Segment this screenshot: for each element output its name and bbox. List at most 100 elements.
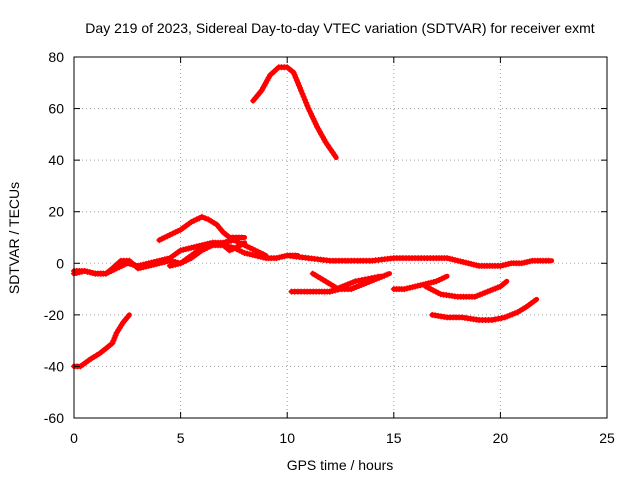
axis-ticks: 0 5 10 15 20 25 -60 -40 -20 0 20 40 60 80 (44, 49, 615, 446)
data-point (238, 248, 245, 255)
data-point (299, 90, 306, 97)
x-tick-label: 5 (177, 430, 185, 446)
data-point (331, 152, 338, 158)
data-point (497, 262, 504, 269)
data-point (190, 217, 197, 224)
data-point (441, 274, 448, 281)
series-arc-4 (156, 213, 248, 244)
data-point (246, 244, 253, 251)
data-series-group (71, 64, 555, 370)
data-point (300, 93, 307, 100)
y-tick-label: 80 (48, 49, 64, 65)
data-point (166, 231, 173, 238)
data-point (293, 77, 300, 84)
x-tick-label: 0 (70, 430, 78, 446)
data-point (492, 316, 499, 323)
data-point (113, 265, 120, 272)
data-point (81, 268, 88, 274)
y-tick-label: 0 (56, 255, 64, 271)
data-point (166, 262, 173, 269)
data-point (297, 84, 303, 91)
data-point (498, 315, 505, 322)
data-point (73, 270, 80, 276)
data-point (468, 260, 475, 267)
data-point (384, 271, 390, 278)
data-point (526, 258, 533, 265)
data-point (169, 230, 176, 237)
series-arc-1 (71, 312, 132, 370)
data-point (161, 234, 168, 241)
y-tick-label: 40 (48, 152, 64, 168)
data-point (298, 87, 305, 94)
data-point (365, 275, 372, 282)
data-point (198, 213, 205, 220)
data-point (158, 235, 165, 242)
data-point (371, 274, 378, 281)
data-point (449, 256, 456, 263)
chart-title: Day 219 of 2023, Sidereal Day-to-day VTE… (85, 20, 594, 36)
data-point (238, 234, 245, 241)
grid-lines (74, 57, 607, 418)
series-arc-3 (71, 237, 269, 277)
series-arc-5 (166, 239, 248, 269)
data-point (502, 261, 509, 268)
data-point (308, 110, 314, 117)
data-point (79, 268, 85, 275)
data-point (121, 261, 128, 268)
data-point (198, 244, 205, 251)
x-tick-label: 20 (493, 430, 509, 446)
data-point (276, 254, 283, 261)
data-point (229, 246, 236, 253)
data-point (116, 264, 123, 271)
data-point (153, 258, 160, 265)
data-point (433, 278, 440, 285)
data-point (87, 269, 93, 276)
data-point (140, 261, 147, 268)
data-point (174, 228, 181, 235)
series-arc-12 (422, 278, 510, 300)
series-arc-11 (390, 273, 450, 293)
data-point (260, 251, 267, 258)
data-point (501, 280, 508, 287)
data-point (355, 277, 362, 284)
data-point (206, 240, 213, 247)
data-point (252, 247, 259, 254)
data-point (244, 250, 251, 257)
x-tick-label: 25 (599, 430, 615, 446)
data-point (158, 257, 165, 264)
y-tick-label: 20 (48, 204, 64, 220)
y-tick-label: 60 (48, 101, 64, 117)
data-point (201, 243, 208, 250)
data-point (254, 248, 261, 255)
series-arc-6 (250, 64, 339, 161)
y-axis-label: SDTVAR / TECUs (6, 182, 22, 294)
data-point (303, 99, 310, 106)
data-point (412, 283, 419, 290)
data-point (132, 262, 139, 269)
data-point (238, 241, 245, 248)
data-point (545, 257, 552, 264)
x-tick-label: 10 (279, 430, 295, 446)
y-tick-label: -60 (44, 410, 64, 426)
series-line (156, 214, 248, 243)
data-point (304, 102, 311, 109)
series-arc-7 (284, 252, 555, 269)
series-arc-13 (429, 296, 540, 323)
data-point (252, 252, 259, 259)
data-point (214, 240, 221, 247)
data-point (108, 268, 115, 274)
data-point (436, 277, 443, 283)
data-point (406, 284, 413, 291)
data-point (105, 269, 112, 276)
data-point (301, 96, 308, 103)
data-point (190, 244, 197, 251)
data-point (244, 243, 251, 250)
series-arc-10 (326, 273, 384, 295)
data-point (374, 273, 381, 280)
data-point (202, 215, 209, 222)
data-point (509, 311, 516, 318)
data-point (177, 247, 184, 254)
data-point (193, 216, 200, 223)
